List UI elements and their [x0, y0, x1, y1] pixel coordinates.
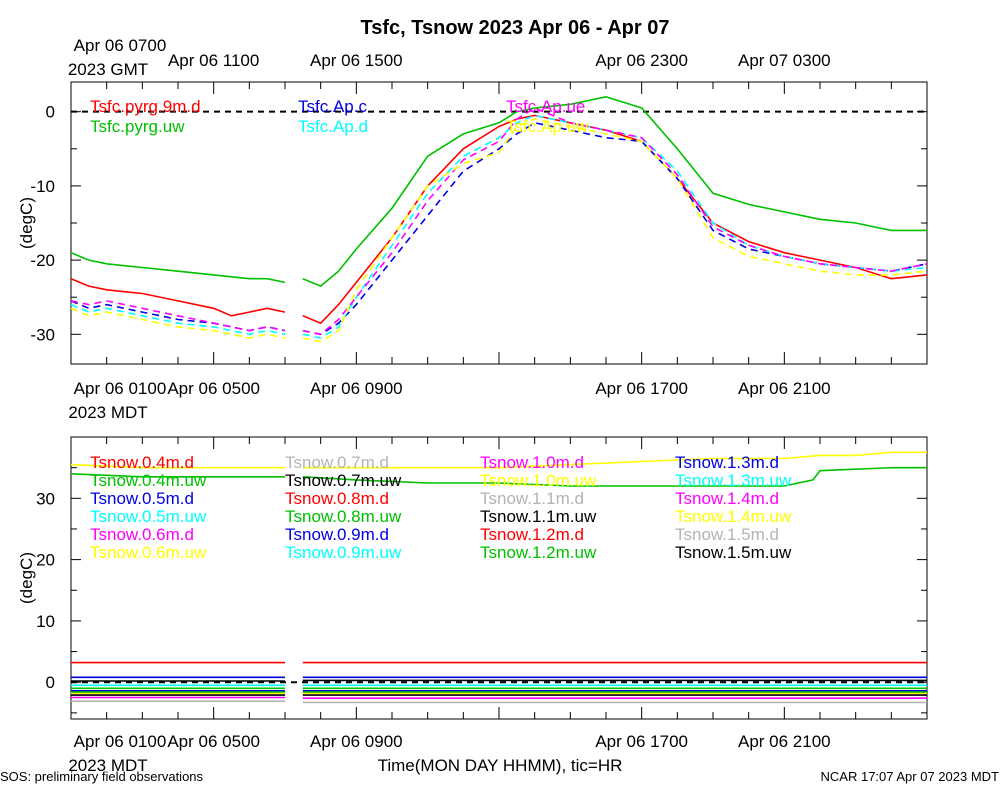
series-line-Tsfc.Ap.d	[70, 303, 286, 336]
mdt-first-tick-label-line2: 2023 MDT	[68, 403, 147, 422]
series-line-Tsfc.Ap.ue	[302, 107, 928, 336]
legend-entry: Tsnow.1.0m.d	[480, 453, 584, 472]
legend-entry: Tsnow.1.3m.d	[675, 453, 779, 472]
legend-entry: Tsfc.pyrg.uw	[90, 117, 185, 136]
mdt-first-tick-label-line1: Apr 06 0100	[74, 379, 167, 398]
y-tick-label: 0	[46, 673, 55, 692]
x-tick-label: Apr 06 0900	[310, 379, 403, 398]
x-tick-label: Apr 06 1700	[595, 732, 688, 751]
x-tick-label: Apr 06 1500	[310, 51, 403, 70]
legend-entry: Tsnow.1.4m.uw	[675, 507, 792, 526]
legend-entry: Tsnow.1.5m.d	[675, 525, 779, 544]
series-line-Tsnow.0.6m.uw	[70, 463, 285, 469]
chart-title: Tsfc, Tsnow 2023 Apr 06 - Apr 07	[361, 17, 670, 39]
x-tick-label: Apr 06 0900	[310, 732, 403, 751]
y-tick-label: -30	[30, 325, 55, 344]
legend-entry: Tsnow.0.7m.d	[285, 453, 389, 472]
series-line-Tsfc.pyrg.uw	[302, 95, 927, 288]
legend-entry: Tsnow.1.0m.uw	[480, 471, 597, 490]
series-line-Tsfc.Ap.d	[302, 114, 928, 339]
legend-entry: Tsnow.0.8m.d	[285, 489, 389, 508]
footer-right-note: NCAR 17:07 Apr 07 2023 MDT	[821, 769, 1000, 784]
tsnow-axis-ticks: 0 10 20 30	[36, 436, 928, 719]
y-tick-label: -20	[30, 251, 55, 270]
tsnow-legend: Tsnow.0.4m.dTsnow.0.4m.uwTsnow.0.5m.dTsn…	[90, 453, 792, 562]
tsfc-axis-ticks: 0 -10 -20 -30	[30, 82, 928, 364]
x-tick-label: Apr 06 1700	[595, 379, 688, 398]
legend-entry: Tsnow.0.6m.uw	[90, 543, 207, 562]
x-tick-label: Apr 07 0300	[738, 51, 831, 70]
series-line-Tsfc.Ap.uw	[70, 307, 286, 339]
legend-entry: Tsnow.0.4m.uw	[90, 471, 207, 490]
gmt-first-tick-label-line2: 2023 GMT	[68, 60, 148, 79]
legend-entry: Tsnow.1.1m.uw	[480, 507, 597, 526]
series-line-Tsfc.pyrg.9m.d	[302, 114, 928, 325]
series-line-Tsnow.0.6m.uw	[302, 451, 927, 469]
legend-entry: Tsnow.0.9m.uw	[285, 543, 402, 562]
x-tick-label: Apr 06 2300	[595, 51, 688, 70]
x-tick-label: Apr 06 1100	[168, 51, 259, 70]
legend-entry: Tsnow.0.5m.d	[90, 489, 194, 508]
series-line-Tsfc.Ap.ue	[70, 300, 286, 332]
y-tick-label: 0	[46, 103, 55, 122]
legend-entry: Tsnow.1.4m.d	[675, 489, 779, 508]
series-line-Tsfc.pyrg.uw	[70, 251, 286, 284]
tsfc-series	[70, 95, 928, 343]
tsfc-plot-frame	[70, 81, 928, 365]
legend-entry: Tsnow.1.5m.uw	[675, 543, 792, 562]
legend-entry: Tsfc.Ap.uw	[506, 117, 589, 136]
y-tick-label: -10	[30, 177, 55, 196]
legend-entry: Tsnow.0.5m.uw	[90, 507, 207, 526]
y-tick-label: 10	[36, 612, 55, 631]
tsnow-ylabel: (degC)	[17, 552, 36, 604]
gmt-first-tick-label-line1: Apr 06 0700	[74, 36, 167, 55]
gmt-tick-labels: Apr 06 1100 Apr 06 1500 Apr 06 2300 Apr 07 …	[168, 51, 831, 70]
mdt-first-tick-label-line2-bottom: 2023 MDT	[68, 756, 147, 775]
legend-entry: Tsnow.0.4m.d	[90, 453, 194, 472]
y-tick-label: 20	[36, 551, 55, 570]
series-line-Tsfc.Ap.c	[302, 121, 928, 336]
legend-entry: Tsfc.Ap.d	[298, 117, 368, 136]
series-line-Tsnow.0.4m.uw	[302, 466, 927, 487]
legend-entry: Tsnow.0.6m.d	[90, 525, 194, 544]
series-line-Tsfc.Ap.uw	[302, 118, 928, 343]
x-tick-label: Apr 06 0500	[167, 732, 260, 751]
y-tick-label: 30	[36, 489, 55, 508]
footer-left-note: SOS: preliminary field observations	[0, 769, 204, 784]
legend-entry: Tsfc.pyrg.9m.d	[90, 97, 201, 116]
legend-entry: Tsnow.1.1m.d	[480, 489, 584, 508]
legend-entry: Tsnow.1.2m.d	[480, 525, 584, 544]
x-tick-label: Apr 06 2100	[738, 732, 831, 751]
mdt-first-tick-label-line1-bottom: Apr 06 0100	[74, 732, 167, 751]
legend-entry: Tsnow.0.8m.uw	[285, 507, 402, 526]
tsfc-legend: Tsfc.pyrg.9m.dTsfc.pyrg.uwTsfc.Ap.cTsfc.…	[90, 97, 589, 136]
legend-entry: Tsnow.0.7m.uw	[285, 471, 402, 490]
x-axis-label: Time(MON DAY HHMM), tic=HR	[378, 756, 623, 775]
tsnow-mdt-tick-labels: Apr 06 0500 Apr 06 0900 Apr 06 1700 Apr 06 …	[167, 732, 830, 751]
legend-entry: Tsfc.Ap.c	[298, 97, 367, 116]
series-line-Tsnow.0.4m.uw	[70, 473, 285, 478]
legend-entry: Tsnow.0.9m.d	[285, 525, 389, 544]
tsnow-series	[70, 451, 927, 704]
x-tick-label: Apr 06 0500	[167, 379, 260, 398]
legend-entry: Tsfc.Ap.ue	[506, 97, 585, 116]
legend-entry: Tsnow.1.3m.uw	[675, 471, 792, 490]
legend-entry: Tsnow.1.2m.uw	[480, 543, 597, 562]
x-tick-label: Apr 06 2100	[738, 379, 831, 398]
tsfc-panel: Apr 06 0700 2023 GMT Apr 06 1100 Apr 06 1…	[17, 36, 928, 422]
tsfc-ylabel: (degC)	[17, 197, 36, 249]
series-line-Tsfc.pyrg.9m.d	[70, 277, 286, 317]
tsfc-mdt-tick-labels: Apr 06 0500 Apr 06 0900 Apr 06 1700 Apr 06 …	[167, 379, 830, 398]
